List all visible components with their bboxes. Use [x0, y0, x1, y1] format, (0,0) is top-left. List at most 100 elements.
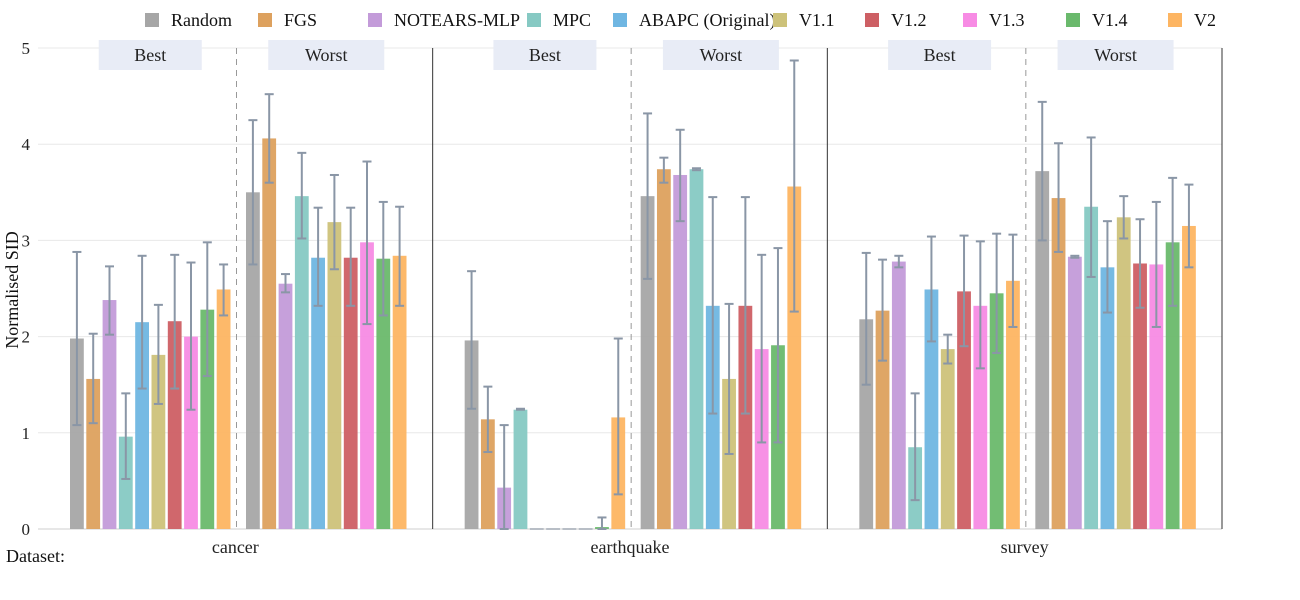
- bar-fgs-earthquake-best: [480, 419, 495, 529]
- error-bar-mpc-earthquake-best: [515, 407, 525, 411]
- y-tick-label: 1: [22, 424, 31, 443]
- error-bar-abapc-original-cancer-best: [137, 254, 147, 390]
- legend-label: NOTEARS-MLP: [394, 10, 520, 30]
- dataset-label-survey: survey: [1001, 537, 1049, 557]
- error-bar-v2-survey-best: [1008, 233, 1018, 328]
- error-bar-v1-1-earthquake-worst: [724, 302, 734, 455]
- error-bar-v1-3-cancer-best: [186, 261, 196, 411]
- legend-item-notears-mlp: NOTEARS-MLP: [368, 10, 520, 30]
- y-axis: 0 1 2 3 4 5: [22, 39, 31, 539]
- legend-label: V1.2: [891, 10, 927, 30]
- error-bar-v2-earthquake-best: [613, 337, 623, 496]
- legend-item-random: Random: [145, 10, 232, 30]
- error-bar-v1-3-survey-worst: [1151, 200, 1161, 328]
- error-bar-abapc-original-cancer-worst: [313, 206, 323, 307]
- legend-label: V1.3: [989, 10, 1025, 30]
- bar-v1-2-cancer-worst: [343, 257, 358, 529]
- panel-label-worst: Worst: [1094, 45, 1137, 65]
- legend-label: FGS: [284, 10, 317, 30]
- bar-v1-2-cancer-best: [167, 321, 182, 529]
- bar-v1-2-earthquake-worst: [738, 305, 753, 529]
- legend-item-v1-1: V1.1: [773, 10, 835, 30]
- bar-abapc-original-survey-best: [924, 289, 939, 529]
- legend-label: Random: [171, 10, 232, 30]
- bar-v2-cancer-worst: [392, 255, 407, 530]
- error-bar-random-survey-best: [861, 251, 871, 386]
- error-bar-v1-4-cancer-best: [202, 241, 212, 378]
- panel-label-bg: [493, 40, 597, 70]
- legend-item-abapc-original: ABAPC (Original): [613, 10, 776, 31]
- y-tick-label: 0: [22, 520, 31, 539]
- error-bar-fgs-survey-worst: [1054, 142, 1064, 253]
- error-bar-v2-cancer-worst: [395, 205, 405, 307]
- error-bar-fgs-earthquake-best: [483, 385, 493, 454]
- x-axis: cancer earthquake survey: [212, 537, 1049, 557]
- error-bar-mpc-survey-best: [910, 392, 920, 502]
- bar-v1-4-survey-worst: [1165, 242, 1180, 529]
- y-tick-label: 4: [22, 135, 31, 154]
- error-bar-mpc-earthquake-worst: [691, 167, 701, 172]
- bar-random-survey-worst: [1035, 171, 1050, 530]
- legend: Random FGS NOTEARS-MLP MPC ABAPC (Original) V…: [145, 10, 1216, 31]
- error-bar-random-cancer-worst: [248, 119, 258, 266]
- error-bar-v1-2-survey-worst: [1135, 218, 1145, 309]
- legend-item-v1-3: V1.3: [963, 10, 1025, 30]
- error-bar-v1-1-cancer-best: [153, 303, 163, 405]
- error-bar-mpc-cancer-best: [121, 392, 131, 480]
- legend-item-fgs: FGS: [258, 10, 317, 30]
- error-bar-v1-4-cancer-worst: [378, 200, 388, 317]
- panel-label-bg: [98, 40, 202, 70]
- error-bar-abapc-original-survey-worst: [1102, 220, 1112, 314]
- legend-label: V1.4: [1092, 10, 1128, 30]
- bars: [70, 138, 1196, 530]
- legend-item-mpc: MPC: [527, 10, 591, 30]
- panel-label-best: Best: [134, 45, 166, 65]
- bar-v1-3-cancer-worst: [360, 242, 374, 529]
- bar-mpc-cancer-best: [118, 436, 133, 529]
- error-bar-notears-mlp-survey-best: [894, 254, 904, 269]
- error-bar-notears-mlp-cancer-best: [105, 265, 114, 336]
- error-bar-v1-1-survey-worst: [1119, 195, 1129, 240]
- bar-notears-mlp-cancer-best: [102, 300, 117, 529]
- bar-v2-earthquake-worst: [787, 186, 802, 529]
- bar-random-cancer-worst: [246, 192, 260, 530]
- error-bar-random-survey-worst: [1037, 100, 1047, 242]
- error-bar-v1-3-survey-best: [975, 240, 985, 370]
- panel-label-bg: [268, 40, 385, 70]
- error-bar-v1-1-survey-best: [943, 333, 953, 365]
- error-bar-v2-earthquake-worst: [789, 59, 799, 313]
- legend-label: MPC: [553, 10, 591, 30]
- bar-mpc-survey-worst: [1084, 206, 1099, 530]
- bar-v1-3-cancer-best: [184, 336, 198, 529]
- dataset-label-cancer: cancer: [212, 537, 259, 557]
- bar-v1-1-cancer-best: [151, 354, 166, 529]
- legend-item-v2: V2: [1168, 10, 1216, 30]
- bar-mpc-cancer-worst: [294, 196, 309, 529]
- bar-v1-2-survey-best: [957, 291, 971, 529]
- bar-notears-mlp-survey-best: [891, 261, 906, 529]
- y-tick-label: 5: [22, 39, 31, 58]
- bar-mpc-earthquake-best: [513, 409, 528, 529]
- error-bar-v1-3-cancer-worst: [362, 160, 372, 326]
- bar-notears-mlp-survey-worst: [1067, 256, 1082, 529]
- legend-item-v1-4: V1.4: [1066, 10, 1128, 30]
- legend-swatch: [527, 13, 541, 27]
- bar-notears-mlp-cancer-worst: [278, 283, 293, 529]
- error-bar-v2-survey-worst: [1184, 183, 1194, 269]
- dividers: [236, 48, 1223, 529]
- panel-labels: Best Worst Best Worst Best Worst: [98, 40, 1174, 70]
- bar-notears-mlp-earthquake-worst: [673, 174, 688, 529]
- panel-label-best: Best: [529, 45, 561, 65]
- error-bar-random-cancer-best: [72, 250, 82, 427]
- error-bar-mpc-survey-worst: [1086, 136, 1096, 278]
- bar-random-survey-best: [859, 319, 874, 529]
- error-bar-v1-2-earthquake-worst: [740, 196, 750, 415]
- y-tick-label: 3: [22, 231, 31, 250]
- bar-v1-3-survey-worst: [1149, 264, 1164, 529]
- panel-label-bg: [1057, 40, 1174, 70]
- error-bar-fgs-survey-best: [878, 258, 888, 362]
- x-axis-caption: Dataset:: [6, 546, 65, 566]
- error-bar-notears-mlp-survey-worst: [1070, 254, 1080, 259]
- legend-label: V2: [1194, 10, 1216, 30]
- bar-v2-cancer-best: [216, 289, 231, 529]
